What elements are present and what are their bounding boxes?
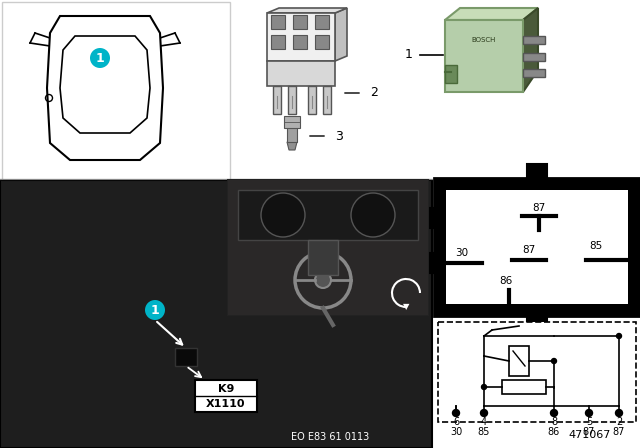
Text: 86: 86: [548, 427, 560, 437]
Bar: [420, 253, 434, 273]
Text: 471067: 471067: [569, 430, 611, 440]
Text: 87: 87: [522, 245, 536, 255]
Circle shape: [481, 384, 486, 389]
Bar: [195, 380, 257, 412]
Bar: [527, 164, 547, 178]
Bar: [315, 35, 329, 49]
Bar: [523, 69, 545, 77]
Text: ▼: ▼: [403, 302, 409, 311]
Bar: [175, 348, 197, 366]
Text: 30: 30: [456, 248, 468, 258]
Bar: [271, 15, 285, 29]
Circle shape: [550, 409, 557, 417]
Circle shape: [452, 409, 460, 417]
Bar: [308, 240, 338, 275]
Circle shape: [145, 300, 165, 320]
Polygon shape: [445, 8, 538, 20]
Circle shape: [90, 48, 110, 68]
Bar: [0, 410, 432, 448]
Text: X1110: X1110: [206, 399, 246, 409]
Bar: [105, 365, 270, 405]
Text: 2: 2: [616, 417, 622, 427]
Bar: [20, 200, 412, 280]
Bar: [228, 180, 428, 315]
Bar: [10, 260, 210, 410]
Bar: [267, 13, 335, 61]
Circle shape: [616, 333, 621, 339]
Polygon shape: [267, 8, 347, 13]
Bar: [293, 35, 307, 49]
Bar: [308, 86, 316, 114]
Text: 87: 87: [532, 203, 546, 213]
Bar: [284, 116, 300, 128]
Text: 30: 30: [450, 427, 462, 437]
Bar: [0, 180, 432, 448]
Bar: [60, 330, 170, 390]
Text: 3: 3: [335, 129, 343, 142]
Bar: [502, 380, 546, 394]
Bar: [523, 53, 545, 61]
Circle shape: [315, 272, 331, 288]
Text: BOSCH: BOSCH: [472, 37, 496, 43]
Bar: [293, 15, 307, 29]
Polygon shape: [335, 8, 347, 61]
Bar: [238, 190, 418, 240]
Text: 87: 87: [583, 427, 595, 437]
Bar: [90, 380, 140, 430]
Text: 4: 4: [481, 417, 487, 427]
Bar: [267, 61, 335, 86]
Bar: [445, 20, 523, 92]
Bar: [287, 126, 297, 142]
Bar: [273, 86, 281, 114]
Bar: [446, 190, 628, 304]
Text: 86: 86: [499, 276, 513, 286]
Circle shape: [616, 409, 623, 417]
Bar: [523, 36, 545, 44]
Circle shape: [351, 193, 395, 237]
Bar: [271, 35, 285, 49]
Bar: [80, 365, 150, 405]
Bar: [230, 260, 400, 390]
Circle shape: [481, 409, 488, 417]
Circle shape: [552, 358, 557, 363]
Bar: [323, 86, 331, 114]
PathPatch shape: [47, 16, 163, 160]
Bar: [288, 86, 296, 114]
Text: 87: 87: [613, 427, 625, 437]
Text: 8: 8: [551, 417, 557, 427]
Bar: [50, 300, 190, 400]
Bar: [100, 360, 280, 410]
Text: 1: 1: [150, 303, 159, 316]
Bar: [228, 180, 428, 315]
Text: 85: 85: [589, 241, 603, 251]
Bar: [438, 322, 636, 422]
Bar: [2, 2, 230, 180]
Text: 1: 1: [95, 52, 104, 65]
Bar: [434, 178, 640, 316]
Text: K9: K9: [218, 384, 234, 394]
Bar: [420, 208, 434, 228]
Circle shape: [261, 193, 305, 237]
Polygon shape: [523, 8, 538, 92]
Text: 2: 2: [370, 86, 378, 99]
Bar: [70, 350, 160, 380]
Bar: [315, 15, 329, 29]
Bar: [527, 316, 547, 330]
Text: 1: 1: [405, 48, 413, 61]
Circle shape: [586, 409, 593, 417]
Bar: [220, 200, 420, 420]
Text: 5: 5: [586, 417, 592, 427]
Polygon shape: [287, 142, 297, 150]
Text: 6: 6: [453, 417, 459, 427]
Text: EO E83 61 0113: EO E83 61 0113: [291, 432, 369, 442]
Bar: [509, 346, 529, 376]
Bar: [445, 65, 457, 83]
Bar: [0, 180, 432, 448]
Text: 85: 85: [478, 427, 490, 437]
